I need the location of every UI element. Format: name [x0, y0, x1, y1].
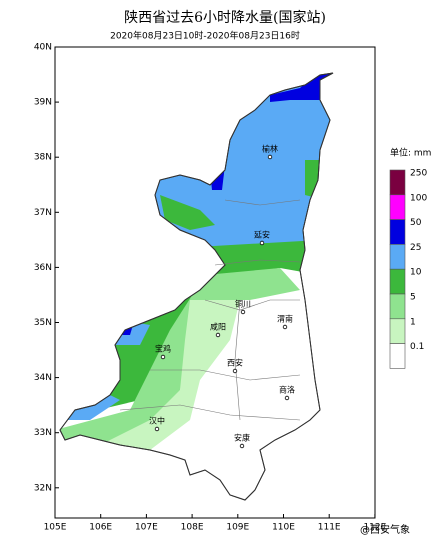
- city-label: 榆林: [262, 144, 278, 154]
- city-label: 咸阳: [210, 322, 226, 332]
- legend-label: 0.1: [410, 342, 424, 352]
- city-label: 安康: [234, 433, 250, 443]
- city-marker: [267, 154, 273, 160]
- legend-swatch: [389, 293, 406, 320]
- latitude-label: 35N: [34, 318, 52, 328]
- district-lines: [119, 199, 301, 421]
- longitude-label: 108E: [181, 523, 204, 533]
- legend-label: 1: [410, 317, 416, 327]
- legend-label: 25: [410, 243, 421, 253]
- legend-swatch: [389, 343, 406, 369]
- watermark: @西安气象: [360, 523, 410, 536]
- legend-label: 50: [410, 218, 422, 228]
- city-marker: [282, 324, 288, 330]
- latitude-label: 37N: [34, 208, 52, 218]
- legend-swatch: [389, 244, 406, 270]
- longitude-label: 111E: [318, 523, 341, 533]
- latitude-label: 32N: [34, 483, 52, 493]
- city-label: 商洛: [279, 385, 295, 395]
- legend-swatch: [389, 219, 406, 245]
- legend-swatch: [389, 268, 406, 295]
- city-marker: [240, 309, 246, 315]
- city-marker: [160, 354, 166, 360]
- city-label: 汉中: [149, 416, 165, 426]
- legend-label: 250: [410, 169, 427, 179]
- longitude-label: 107E: [135, 523, 158, 533]
- longitude-label: 106E: [89, 523, 112, 533]
- legend-unit: 单位: mm: [390, 147, 431, 159]
- city-label: 渭南: [277, 314, 293, 324]
- city-marker: [215, 332, 221, 338]
- city-marker: [154, 426, 160, 432]
- legend-label: 100: [410, 193, 427, 203]
- longitude-label: 112E: [363, 523, 386, 533]
- city-marker: [239, 443, 245, 449]
- city-label: 宝鸡: [155, 344, 171, 354]
- city-label: 延安: [254, 230, 270, 240]
- longitude-label: 109E: [226, 523, 249, 533]
- subtitle: 2020年08月23日10时-2020年08月23日16时: [110, 30, 300, 42]
- latitude-label: 40N: [34, 43, 52, 53]
- city-marker: [232, 368, 238, 374]
- legend-swatch: [389, 194, 406, 220]
- latitude-label: 38N: [34, 153, 52, 163]
- legend-label: 10: [410, 268, 422, 278]
- legend-swatch: [389, 318, 406, 344]
- longitude-label: 105E: [44, 523, 67, 533]
- latitude-label: 39N: [34, 98, 52, 108]
- city-label: 铜川: [235, 299, 251, 309]
- latitude-label: 36N: [34, 263, 52, 273]
- city-label: 西安: [227, 358, 243, 368]
- title: 陕西省过去6小时降水量(国家站): [124, 9, 326, 26]
- longitude-label: 110E: [272, 523, 295, 533]
- city-marker: [259, 240, 265, 246]
- city-marker: [284, 395, 290, 401]
- legend-swatch: [389, 169, 406, 196]
- legend-label: 5: [410, 293, 416, 303]
- latitude-label: 34N: [34, 373, 52, 383]
- province-outline: [59, 72, 334, 501]
- latitude-label: 33N: [34, 428, 52, 438]
